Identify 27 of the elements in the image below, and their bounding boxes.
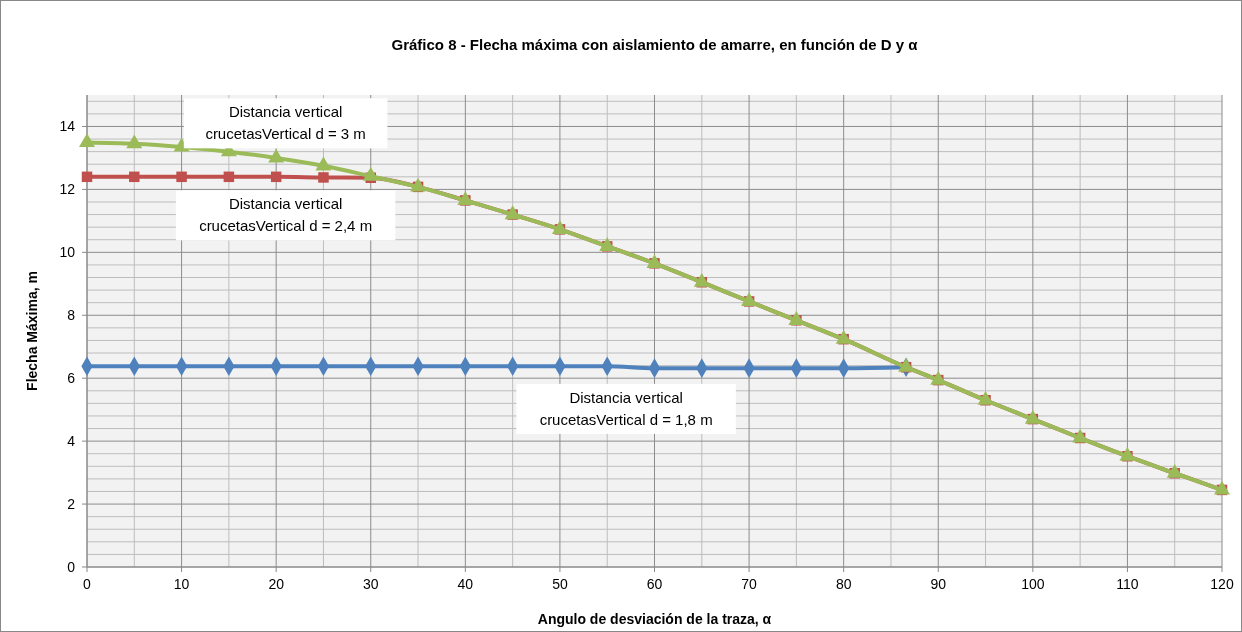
x-tick-label: 100 <box>1021 576 1045 592</box>
x-tick-label: 40 <box>457 576 474 592</box>
x-axis-title: Angulo de desviación de la traza, α <box>537 611 772 627</box>
x-tick-label: 50 <box>552 576 568 592</box>
x-tick-label: 80 <box>835 576 852 592</box>
annotation: Distancia vertical crucetasVertical d = 2,4 m <box>199 195 373 235</box>
x-tick-label: 20 <box>268 576 285 592</box>
y-tick-label: 0 <box>67 559 76 575</box>
y-tick-label: 8 <box>67 307 76 324</box>
x-tick-label: 90 <box>930 576 947 592</box>
x-tick-label: 60 <box>646 576 663 592</box>
chart-title: Gráfico 8 - Flecha máxima con aislamiento de amarre, en función de D y α <box>391 36 919 53</box>
annotation: Distancia vertical crucetasVertical d = 3 m <box>205 103 366 143</box>
y-tick-label: 6 <box>67 370 76 387</box>
x-tick-label: 110 <box>1116 576 1139 592</box>
x-tick-label: 30 <box>362 576 379 592</box>
x-tick-label: 120 <box>1210 576 1234 592</box>
x-tick-label: 10 <box>173 576 190 592</box>
y-tick-label: 12 <box>59 181 76 198</box>
y-tick-label: 4 <box>67 433 76 450</box>
y-tick-label: 14 <box>59 118 76 135</box>
y-tick-label: 10 <box>59 244 76 261</box>
y-axis-title: Flecha Máxima, m <box>24 271 40 391</box>
y-tick-label: 2 <box>67 496 76 513</box>
x-tick-label: 0 <box>83 576 92 592</box>
x-tick-label: 70 <box>741 576 758 592</box>
annotation: Distancia vertical crucetasVertical d = 1,8 m <box>539 388 713 428</box>
